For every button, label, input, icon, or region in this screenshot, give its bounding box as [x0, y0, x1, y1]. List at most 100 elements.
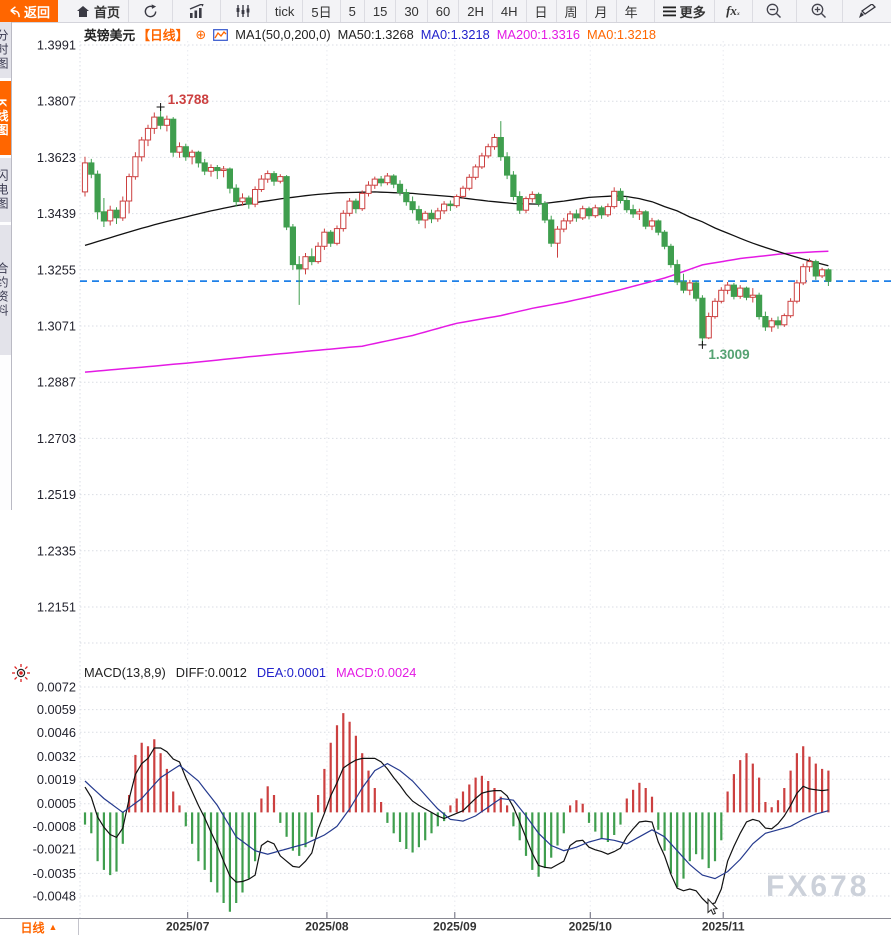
period-week[interactable]: 周: [555, 0, 586, 22]
add-compare-button[interactable]: ⊕: [195, 27, 207, 42]
candle: [548, 219, 555, 244]
candle: [705, 316, 712, 339]
candle: [661, 231, 668, 247]
draw-tool-button[interactable]: [841, 0, 891, 22]
indicator-settings-button[interactable]: [11, 663, 31, 683]
candle: [214, 167, 221, 172]
candle: [138, 139, 145, 158]
candle: [415, 209, 422, 221]
candle: [762, 316, 769, 328]
macd-axis-label: 0.0046: [37, 725, 76, 740]
x-axis-bar: 日线 ▲: [0, 918, 891, 935]
symbol-period: 【日线】: [137, 28, 189, 43]
macd-axis-label: 0.0072: [37, 680, 76, 695]
candle: [604, 206, 611, 216]
period-5d[interactable]: 5日: [302, 0, 339, 22]
candle: [233, 187, 240, 203]
candle: [352, 200, 359, 210]
candle: [560, 220, 567, 230]
period-month[interactable]: 月: [585, 0, 616, 22]
back-button[interactable]: 返回: [0, 0, 59, 22]
candle: [743, 287, 750, 298]
candle: [585, 208, 593, 217]
candle: [800, 266, 807, 284]
symbol-name: 英镑美元: [84, 28, 136, 43]
candle: [497, 137, 504, 158]
candle: [636, 211, 643, 215]
line-chart-button[interactable]: [172, 0, 220, 22]
sidebar-tab-label: 合约资料: [0, 262, 9, 318]
candle: [478, 155, 485, 168]
candle: [283, 176, 290, 228]
chart-type-sidebar: 分时图 K线图 闪电图 合约资料: [0, 22, 12, 510]
macd-axis-label: 0.0019: [37, 772, 76, 787]
zoom-out-icon: [766, 3, 782, 18]
candle: [201, 162, 208, 172]
candle: [396, 183, 404, 194]
low-annotation: 1.3009: [708, 347, 749, 362]
sidebar-tab-timeline[interactable]: 分时图: [0, 22, 11, 78]
candle: [573, 213, 580, 219]
watermark: FX678: [766, 870, 870, 903]
candle: [554, 228, 561, 244]
period-4h[interactable]: 4H: [491, 0, 526, 22]
sidebar-tab-kline[interactable]: K线图: [0, 81, 11, 155]
period-day[interactable]: 日: [525, 0, 556, 22]
zoom-in-button[interactable]: [795, 0, 842, 22]
candle: [472, 166, 479, 178]
candle: [132, 156, 139, 178]
sidebar-tab-lightning[interactable]: 闪电图: [0, 158, 11, 222]
candle: [819, 269, 826, 277]
period-15m[interactable]: 15: [363, 0, 395, 22]
macd-axis-label: 0.0005: [37, 796, 76, 811]
home-button[interactable]: 首页: [68, 0, 128, 22]
candle: [252, 189, 259, 205]
candle: [428, 212, 435, 220]
candle: [466, 176, 473, 189]
candle: [422, 212, 429, 221]
zoom-out-button[interactable]: [751, 0, 796, 22]
period-5m[interactable]: 5: [339, 0, 364, 22]
candle: [674, 264, 681, 283]
candle: [781, 315, 788, 326]
price-axis-label: 1.2703: [37, 431, 76, 446]
period-selector[interactable]: 日线 ▲: [0, 919, 79, 935]
price-axis-label: 1.2151: [37, 600, 76, 615]
candle: [623, 200, 630, 211]
candlestick-view-button[interactable]: [219, 0, 266, 22]
candlestick-icon: [237, 5, 250, 17]
candle: [371, 178, 378, 186]
mini-chart-icon[interactable]: [213, 28, 229, 41]
candle: [510, 174, 517, 198]
candle: [126, 176, 133, 202]
period-60m[interactable]: 60: [426, 0, 458, 22]
price-axis-label: 1.3255: [37, 262, 76, 277]
period-tick[interactable]: tick: [265, 0, 303, 22]
period-selector-label: 日线: [20, 920, 45, 935]
refresh-button[interactable]: [128, 0, 172, 22]
macd-axis-label: -0.0048: [33, 889, 76, 904]
diff-value: DIFF:0.0012: [175, 665, 247, 680]
more-button[interactable]: 更多: [653, 0, 714, 22]
candle: [485, 146, 492, 157]
candle: [504, 156, 511, 176]
ma0-orange-value: MA0:1.3218: [587, 27, 657, 42]
chevron-up-icon: ▲: [48, 922, 58, 932]
candle: [308, 256, 315, 263]
candle: [592, 207, 599, 217]
period-30m[interactable]: 30: [395, 0, 426, 22]
indicator-fx-button[interactable]: fx ₓ: [713, 0, 752, 22]
period-2h[interactable]: 2H: [458, 0, 492, 22]
candle: [144, 127, 152, 141]
sidebar-tab-contract-info[interactable]: 合约资料: [0, 225, 11, 355]
candle: [825, 269, 832, 282]
macd-axis-label: 0.0032: [37, 749, 76, 764]
candle: [693, 282, 700, 299]
sidebar-tab-label: 闪电图: [0, 169, 9, 211]
period-year[interactable]: 年: [615, 0, 646, 22]
ma50-value: MA50:1.3268: [337, 27, 414, 42]
sidebar-tab-label: K线图: [0, 98, 9, 138]
candle: [119, 200, 126, 219]
